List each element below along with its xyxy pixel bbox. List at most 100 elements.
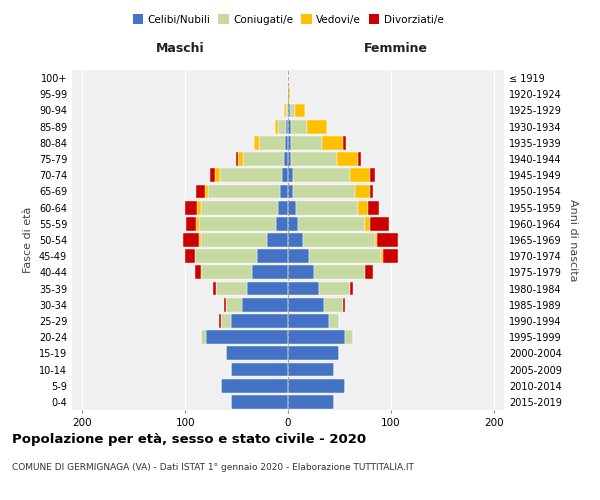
Y-axis label: Anni di nascita: Anni di nascita xyxy=(568,198,578,281)
Bar xyxy=(288,200,296,214)
Bar xyxy=(200,266,252,280)
Bar xyxy=(285,136,288,149)
Bar xyxy=(206,330,288,344)
Bar xyxy=(221,314,232,328)
Bar xyxy=(196,250,257,263)
Text: Popolazione per età, sesso e stato civile - 2020: Popolazione per età, sesso e stato civil… xyxy=(12,432,366,446)
Bar xyxy=(377,233,398,247)
Bar xyxy=(307,120,327,134)
Bar xyxy=(219,314,221,328)
Bar xyxy=(368,200,379,214)
Bar xyxy=(355,184,370,198)
Bar xyxy=(324,298,343,312)
Text: Femmine: Femmine xyxy=(364,42,428,56)
Bar xyxy=(350,282,353,296)
Bar xyxy=(185,200,197,214)
Bar xyxy=(288,330,344,344)
Bar xyxy=(280,184,288,198)
Bar xyxy=(243,152,284,166)
Bar xyxy=(196,217,199,230)
Bar xyxy=(344,330,353,344)
Bar xyxy=(290,104,295,118)
Bar xyxy=(322,136,343,149)
Bar xyxy=(376,233,377,247)
Bar xyxy=(238,152,243,166)
Bar xyxy=(220,168,282,182)
Bar xyxy=(205,184,208,198)
Bar xyxy=(275,217,288,230)
Bar xyxy=(288,217,298,230)
Bar xyxy=(288,379,344,392)
Bar xyxy=(288,282,319,296)
Bar xyxy=(291,136,322,149)
Bar xyxy=(254,136,259,149)
Bar xyxy=(288,395,334,409)
Bar xyxy=(288,346,340,360)
Bar xyxy=(293,184,355,198)
Bar xyxy=(319,282,350,296)
Bar xyxy=(259,136,285,149)
Bar xyxy=(350,168,370,182)
Bar xyxy=(242,298,288,312)
Bar xyxy=(199,233,200,247)
Bar xyxy=(288,136,291,149)
Bar xyxy=(232,362,288,376)
Bar xyxy=(268,233,288,247)
Bar xyxy=(210,168,215,182)
Bar xyxy=(226,346,288,360)
Bar xyxy=(370,168,376,182)
Bar xyxy=(329,314,340,328)
Bar xyxy=(226,298,242,312)
Bar xyxy=(185,250,196,263)
Bar xyxy=(308,250,380,263)
Bar xyxy=(288,88,290,101)
Bar xyxy=(314,266,365,280)
Bar xyxy=(288,233,304,247)
Bar xyxy=(304,233,376,247)
Bar xyxy=(196,184,205,198)
Bar xyxy=(196,266,200,280)
Bar xyxy=(380,250,383,263)
Bar xyxy=(286,104,288,118)
Bar xyxy=(232,314,288,328)
Bar xyxy=(293,168,350,182)
Bar xyxy=(291,152,337,166)
Bar xyxy=(288,250,308,263)
Bar xyxy=(370,184,373,198)
Bar xyxy=(288,362,334,376)
Bar xyxy=(288,184,293,198)
Bar xyxy=(200,233,268,247)
Legend: Celibi/Nubili, Coniugati/e, Vedovi/e, Divorziati/e: Celibi/Nubili, Coniugati/e, Vedovi/e, Di… xyxy=(128,10,448,29)
Bar xyxy=(288,168,293,182)
Bar xyxy=(197,200,200,214)
Bar xyxy=(358,200,368,214)
Bar xyxy=(224,298,226,312)
Bar xyxy=(337,152,358,166)
Bar xyxy=(208,184,280,198)
Bar xyxy=(215,168,220,182)
Bar xyxy=(358,152,361,166)
Bar xyxy=(278,120,286,134)
Bar xyxy=(183,233,199,247)
Text: COMUNE DI GERMIGNAGA (VA) - Dati ISTAT 1° gennaio 2020 - Elaborazione TUTTITALIA: COMUNE DI GERMIGNAGA (VA) - Dati ISTAT 1… xyxy=(12,463,414,472)
Bar xyxy=(286,120,288,134)
Bar xyxy=(232,395,288,409)
Bar xyxy=(288,152,291,166)
Bar xyxy=(236,152,238,166)
Text: Maschi: Maschi xyxy=(155,42,205,56)
Bar xyxy=(252,266,288,280)
Bar xyxy=(200,200,278,214)
Bar xyxy=(284,152,288,166)
Bar xyxy=(282,168,288,182)
Bar xyxy=(213,282,216,296)
Bar xyxy=(247,282,288,296)
Bar xyxy=(383,250,398,263)
Bar xyxy=(298,217,365,230)
Bar xyxy=(278,200,288,214)
Bar xyxy=(288,266,314,280)
Bar xyxy=(288,298,324,312)
Bar xyxy=(365,266,373,280)
Bar xyxy=(295,104,305,118)
Bar xyxy=(288,314,329,328)
Bar xyxy=(343,136,346,149)
